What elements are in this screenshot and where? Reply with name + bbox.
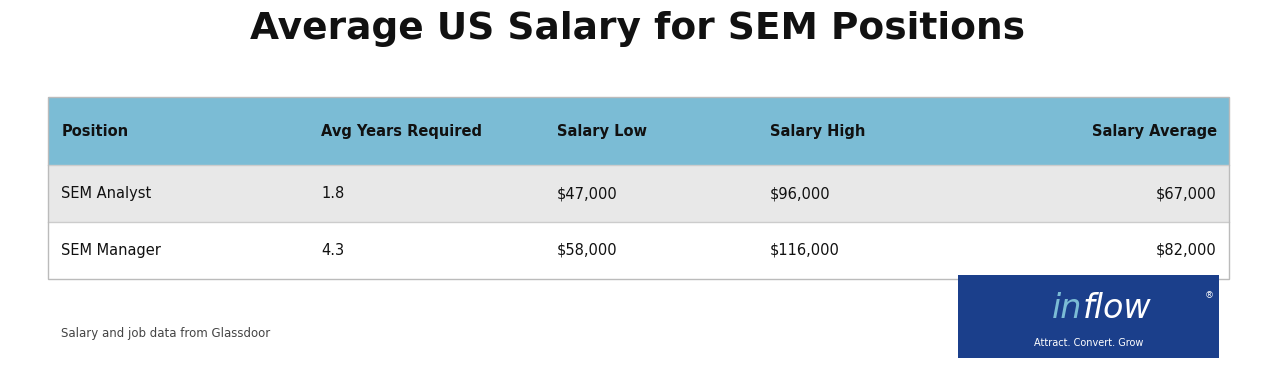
Text: $47,000: $47,000 — [557, 186, 618, 201]
Bar — [48, 222, 1229, 279]
Text: ®: ® — [1205, 291, 1214, 301]
Bar — [48, 165, 1229, 222]
Text: $96,000: $96,000 — [769, 186, 831, 201]
Text: Avg Years Required: Avg Years Required — [321, 124, 482, 139]
Text: flow: flow — [1083, 292, 1150, 325]
Text: $58,000: $58,000 — [557, 243, 618, 258]
Text: Salary and job data from Glassdoor: Salary and job data from Glassdoor — [61, 327, 270, 339]
Text: Average US Salary for SEM Positions: Average US Salary for SEM Positions — [250, 11, 1024, 47]
Text: 1.8: 1.8 — [321, 186, 344, 201]
Text: Salary Low: Salary Low — [557, 124, 647, 139]
Text: SEM Analyst: SEM Analyst — [61, 186, 152, 201]
Text: SEM Manager: SEM Manager — [61, 243, 161, 258]
Bar — [958, 275, 1219, 358]
Bar — [48, 97, 1229, 279]
Text: $67,000: $67,000 — [1156, 186, 1217, 201]
Bar — [48, 97, 1229, 165]
Text: $82,000: $82,000 — [1156, 243, 1217, 258]
Text: 4.3: 4.3 — [321, 243, 344, 258]
Text: Salary Average: Salary Average — [1092, 124, 1217, 139]
Text: Attract. Convert. Grow: Attract. Convert. Grow — [1034, 338, 1143, 348]
Text: in: in — [1052, 292, 1083, 325]
Text: $116,000: $116,000 — [769, 243, 840, 258]
Text: Position: Position — [61, 124, 129, 139]
Text: Salary High: Salary High — [769, 124, 865, 139]
